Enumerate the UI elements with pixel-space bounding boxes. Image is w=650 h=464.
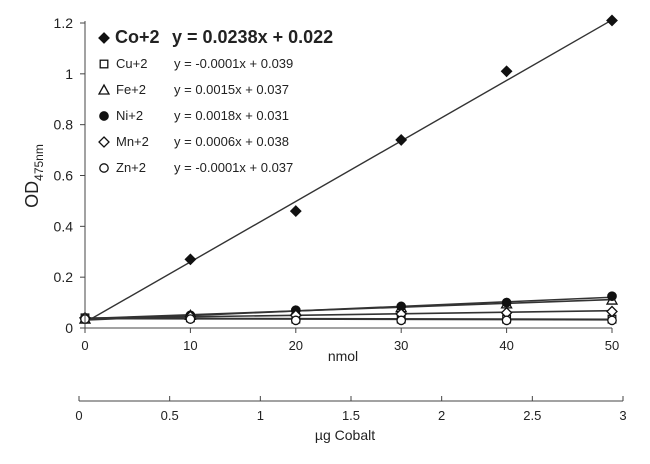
data-point-co-2 [606, 14, 618, 27]
data-point-zn-2 [185, 314, 196, 324]
y-tick-label: 0 [65, 320, 73, 336]
data-point-zn-2 [501, 315, 512, 326]
y-axis-label: OD475nm [22, 144, 46, 208]
legend-marker-mn-2 [98, 136, 110, 148]
legend-label-cu-2: Cu+2 [116, 56, 147, 71]
legend-equation-fe-2: y = 0.0015x + 0.037 [174, 82, 289, 97]
x-tick-label: 30 [394, 338, 408, 353]
x-tick-label: 0 [81, 338, 88, 353]
secondary-x-tick-label: 2 [438, 408, 445, 423]
secondary-x-tick-label: 3 [619, 408, 626, 423]
data-point-co-2 [289, 205, 302, 218]
legend-marker-zn-2 [99, 163, 109, 173]
x-tick-label: 10 [183, 338, 197, 353]
data-point-zn-2 [290, 315, 301, 326]
legend-label-zn-2: Zn+2 [116, 160, 146, 175]
secondary-x-tick-label: 0 [75, 408, 82, 423]
trendline-zn-2 [84, 317, 613, 321]
legend: Co+2 y = 0.0238x + 0.022 Cu+2 y = -0.0001x … [97, 27, 333, 175]
data-point-zn-2 [607, 315, 617, 326]
legend-label-mn-2: Mn+2 [116, 134, 149, 149]
legend-equation-zn-2: y = -0.0001x + 0.037 [174, 160, 293, 175]
y-tick-label: 0.8 [54, 117, 74, 133]
y-tick-label: 0.6 [54, 168, 74, 184]
data-point-ni-2 [607, 291, 617, 302]
secondary-x-axis-label: µg Cobalt [315, 427, 375, 443]
data-point-ni-2 [501, 297, 512, 308]
secondary-x-tick-label: 1.5 [342, 408, 360, 423]
axes: 0 0.2 0.4 0.6 0.8 1 1.2 0 10 20 30 40 50 0 0.5 1 1.5 2 2.5… [54, 15, 627, 423]
data-point-co-2 [500, 65, 513, 78]
x-axis-label: nmol [328, 348, 358, 364]
trendline-mn-2 [84, 309, 613, 320]
legend-marker-ni-2 [99, 111, 109, 121]
legend-label-co-2: Co+2 [115, 27, 160, 47]
secondary-x-tick-label: 2.5 [523, 408, 541, 423]
legend-equation-mn-2: y = 0.0006x + 0.038 [174, 134, 289, 149]
y-tick-label: 0.2 [54, 269, 74, 285]
plot-area [78, 14, 619, 326]
data-point-zn-2 [396, 315, 407, 326]
y-tick-label: 1 [65, 66, 73, 82]
legend-equation-cu-2: y = -0.0001x + 0.039 [174, 56, 293, 71]
x-tick-label: 40 [499, 338, 513, 353]
y-axis-label-main: OD [22, 181, 42, 208]
y-axis-label-subscript: 475nm [32, 144, 46, 181]
legend-equation-ni-2: y = 0.0018x + 0.031 [174, 108, 289, 123]
legend-marker-cu-2 [99, 59, 109, 69]
x-tick-label: 20 [289, 338, 303, 353]
x-tick-label: 50 [605, 338, 619, 353]
y-tick-label: 1.2 [54, 15, 74, 31]
trendline-co-2 [84, 19, 613, 324]
secondary-x-tick-label: 1 [257, 408, 264, 423]
legend-marker-co-2 [98, 32, 110, 44]
legend-label-ni-2: Ni+2 [116, 108, 143, 123]
data-point-co-2 [395, 133, 408, 146]
legend-marker-fe-2 [97, 83, 111, 95]
secondary-x-tick-label: 0.5 [161, 408, 179, 423]
legend-label-fe-2: Fe+2 [116, 82, 146, 97]
legend-equation-co-2: y = 0.0238x + 0.022 [172, 27, 333, 47]
data-point-co-2 [184, 253, 197, 266]
y-tick-label: 0.4 [54, 218, 74, 234]
